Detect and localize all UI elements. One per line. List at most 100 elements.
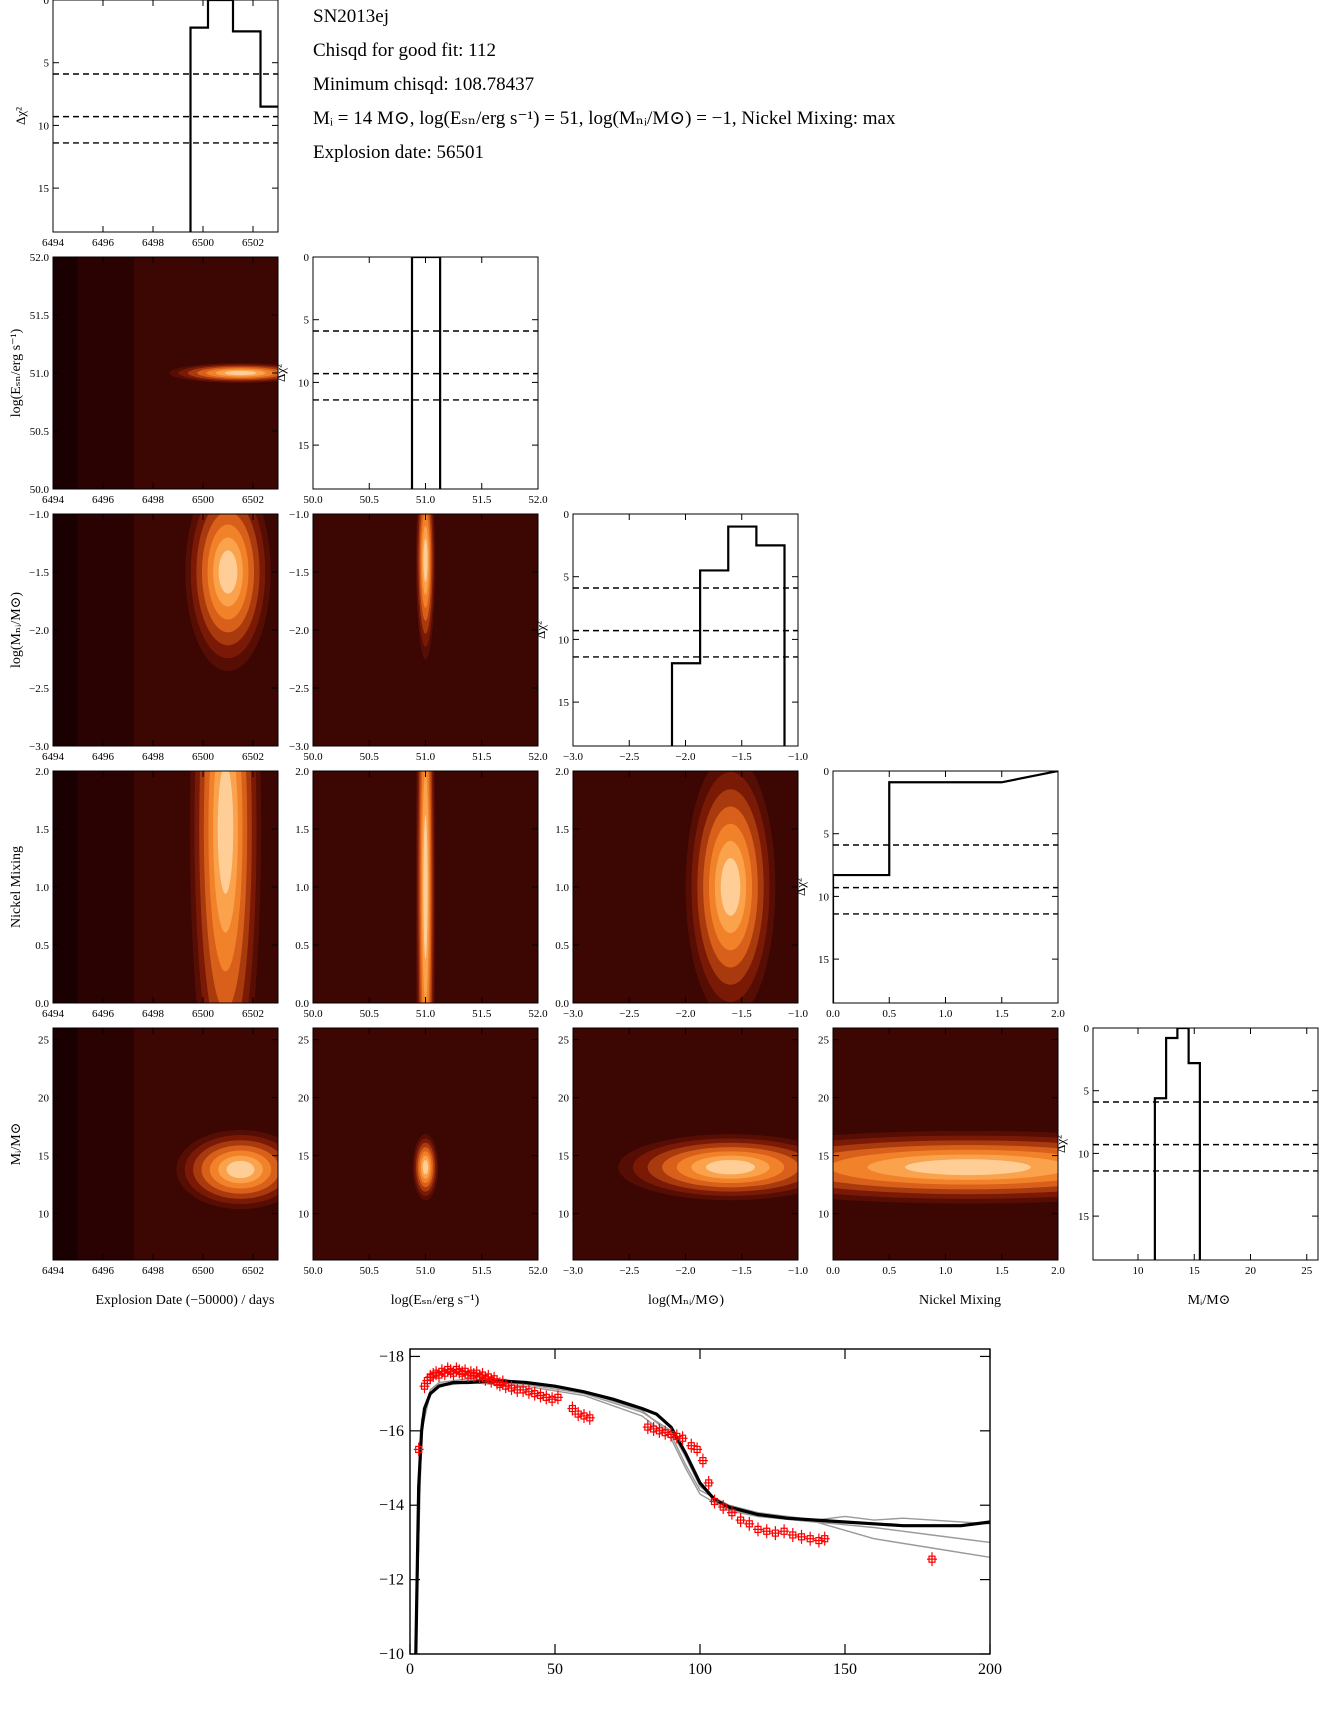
hist-initial-mass-ytick-label: 10 — [1078, 1148, 1090, 1160]
lc-xtick-label: 200 — [978, 1661, 1002, 1678]
contour-esn-vs-date-frame — [52, 256, 279, 490]
contour-mni-vs-esn-xtick-label: 50.0 — [303, 751, 323, 763]
contour-mix-vs-mni: −3.0 −2.5 −2.0 −1.5 −1.0 0.0 0.5 1.0 1.5 2.0 — [555, 766, 808, 1020]
lc-model-2 — [415, 1378, 990, 1654]
hist-nickel-mixing-xtick-label: 1.5 — [995, 1008, 1009, 1020]
contour-mni-vs-esn-ytick-label: −2.5 — [289, 683, 309, 695]
hist-explosion-date-ytick-label: 5 — [44, 58, 50, 70]
chisq-good-fit: Chisqd for good fit: 112 — [313, 40, 496, 61]
contour-mix-vs-date-xtick-label: 6498 — [142, 1008, 165, 1020]
hist-nickel-mixing-xtick-label: 0.0 — [826, 1008, 840, 1020]
contour-mni-vs-esn-ytick-label: −1.0 — [289, 509, 309, 521]
contour-mass-vs-esn-xtick-label: 51.5 — [472, 1265, 492, 1277]
lc-obs-point — [415, 1445, 423, 1454]
contour-mni-vs-date-ytick-label: −1.0 — [29, 509, 49, 521]
lc-obs-point — [678, 1434, 687, 1442]
hist-initial-mass-ytick-label: 0 — [1084, 1023, 1090, 1035]
contour-mass-vs-mix-xtick-label: 0.0 — [826, 1265, 840, 1277]
hist-explosion-date: 6494 6496 6498 6500 6502 0 5 10 15 Δχ² — [13, 0, 279, 249]
contour-mass-vs-date-xtick-label: 6502 — [242, 1265, 264, 1277]
contour-mix-vs-date-xtick-label: 6496 — [92, 1008, 115, 1020]
contour-mni-vs-esn: 50.0 50.5 51.0 51.5 52.0 −3.0 −2.5 −2.0 −1.5 −1.0 — [289, 509, 548, 763]
contour-mass-vs-date-ytick-label: 15 — [38, 1151, 50, 1163]
contour-mass-vs-date-ytick-label: 25 — [38, 1035, 50, 1047]
contour-mix-vs-esn-plot — [313, 771, 538, 1003]
contour-mass-vs-esn-frame — [312, 1027, 539, 1261]
hist-log-mni-xtick-label: −2.0 — [676, 751, 696, 763]
contour-mni-vs-esn-xtick-label: 51.5 — [472, 751, 492, 763]
contour-mass-vs-mix-xtick-label: 0.5 — [882, 1265, 896, 1277]
contour-esn-vs-date-level-band — [77, 257, 134, 489]
contour-esn-vs-date-xtick-label: 6494 — [42, 494, 65, 506]
ylabel-nickel-mixing: Nickel Mixing — [9, 846, 24, 928]
contour-mass-vs-date-xtick-label: 6494 — [42, 1265, 65, 1277]
contour-esn-vs-date: 6494 6496 6498 6500 6502 50.0 50.5 51.0 51.5 52.0 — [30, 252, 279, 506]
contour-mni-vs-esn-ytick-label: −3.0 — [289, 741, 309, 753]
hist-initial-mass-step — [1153, 1028, 1201, 1260]
contour-mass-vs-esn-xtick-label: 52.0 — [528, 1265, 548, 1277]
lc-obs-point — [797, 1533, 806, 1541]
contour-mass-vs-mix-ytick-label: 25 — [818, 1035, 830, 1047]
contour-mix-vs-mni-xtick-label: −3.0 — [563, 1008, 583, 1020]
hist-log-mni-xtick-label: −3.0 — [563, 751, 583, 763]
contour-mni-vs-date-xtick-label: 6496 — [92, 751, 115, 763]
lc-obs-point — [763, 1527, 771, 1535]
hist-explosion-date-ytick-label: 15 — [38, 183, 50, 195]
hist-nickel-mixing-ytick-label: 0 — [824, 766, 830, 778]
contour-mni-vs-date-level-9 — [218, 550, 238, 594]
hist-log-esn-xtick-label: 51.0 — [416, 494, 436, 506]
contour-mass-vs-date-ytick-label: 10 — [38, 1209, 50, 1221]
hist-explosion-date-ylabel: Δχ² — [13, 107, 28, 125]
hist-explosion-date-ytick-label: 0 — [44, 0, 50, 7]
contour-mni-vs-date-xtick-label: 6498 — [142, 751, 165, 763]
hist-initial-mass-xtick-label: 10 — [1133, 1265, 1145, 1277]
contour-mni-vs-date-xtick-label: 6500 — [192, 751, 215, 763]
hist-log-esn-xtick-label: 50.0 — [303, 494, 323, 506]
contour-mass-vs-date-xtick-label: 6496 — [92, 1265, 115, 1277]
contour-mass-vs-date-level-edge — [53, 1028, 78, 1260]
hist-initial-mass-xtick-label: 20 — [1245, 1265, 1257, 1277]
hist-nickel-mixing-plot — [833, 771, 1058, 1003]
lc-obs-point — [789, 1531, 797, 1539]
hist-explosion-date-xtick-label: 6494 — [42, 237, 65, 249]
contour-mass-vs-date-level-9 — [226, 1160, 255, 1179]
contour-esn-vs-date-xtick-label: 6500 — [192, 494, 215, 506]
hist-initial-mass-ytick-label: 5 — [1084, 1086, 1090, 1098]
contour-mix-vs-date-ytick-label: 0.0 — [35, 998, 49, 1010]
lc-obs-point — [745, 1520, 753, 1528]
contour-mass-vs-date-plot — [53, 1028, 278, 1260]
hist-explosion-date-xtick-label: 6498 — [142, 237, 165, 249]
contour-esn-vs-date-xtick-label: 6498 — [142, 494, 165, 506]
hist-log-esn-frame — [312, 256, 539, 490]
contour-mni-vs-date: 6494 6496 6498 6500 6502 −3.0 −2.5 −2.0 −1.5 −1.0 — [29, 509, 279, 763]
contour-mix-vs-mni-ytick-label: 1.0 — [555, 882, 569, 894]
contour-esn-vs-date-ytick-label: 52.0 — [30, 252, 50, 264]
hist-explosion-date-step — [189, 0, 278, 232]
hist-initial-mass-plot — [1153, 1028, 1201, 1260]
contour-mix-vs-mni-xtick-label: −2.0 — [676, 1008, 696, 1020]
lc-ytick-label: −12 — [379, 1572, 404, 1589]
lc-obs-point — [586, 1414, 594, 1422]
contour-mass-vs-mni-ytick-label: 25 — [558, 1035, 570, 1047]
contour-mix-vs-esn-level-9 — [423, 814, 428, 960]
hist-nickel-mixing-xtick-label: 2.0 — [1051, 1008, 1065, 1020]
contour-mass-vs-esn-plot — [313, 1028, 538, 1260]
contour-mix-vs-date: 6494 6496 6498 6500 6502 0.0 0.5 1.0 1.5 2.0 — [35, 766, 279, 1020]
contour-mix-vs-mni-xtick-label: −1.5 — [732, 1008, 752, 1020]
lc-ytick-label: −10 — [379, 1646, 404, 1663]
hist-nickel-mixing-ytick-label: 10 — [818, 891, 830, 903]
lc-ytick-label: −18 — [379, 1348, 404, 1365]
chisq-minimum: Minimum chisqd: 108.78437 — [313, 74, 535, 95]
contour-mix-vs-mni-plot — [573, 771, 798, 1003]
lc-obs-point — [554, 1393, 562, 1401]
contour-esn-vs-date-plot — [53, 257, 278, 489]
contour-mix-vs-date-frame — [52, 770, 279, 1004]
ylabel-log-esn: log(Eₛₙ/erg s⁻¹) — [9, 328, 24, 417]
contour-mass-vs-esn-xtick-label: 51.0 — [416, 1265, 436, 1277]
xlabel-initial-mass: Mᵢ/M⊙ — [1188, 1293, 1231, 1308]
hist-log-esn-ytick-label: 0 — [304, 252, 310, 264]
contour-mass-vs-mix-level-9 — [905, 1159, 1031, 1176]
contour-mass-vs-mni-xtick-label: −1.0 — [788, 1265, 808, 1277]
contour-mix-vs-mni-ytick-label: 2.0 — [555, 766, 569, 778]
